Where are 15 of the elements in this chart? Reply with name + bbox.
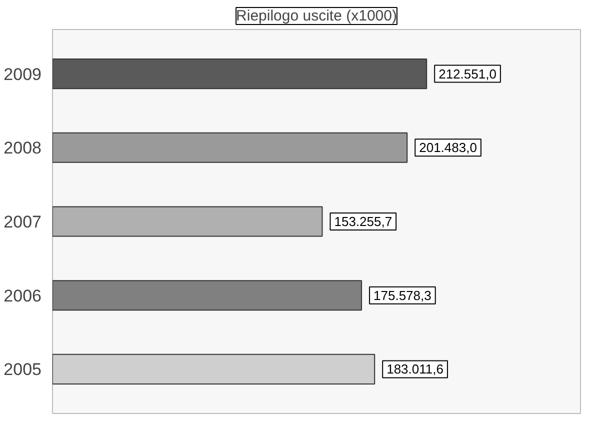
- y-tick-label: 2007: [4, 212, 42, 232]
- y-tick-label: 2009: [4, 64, 42, 84]
- y-tick-label: 2008: [4, 138, 42, 158]
- data-label: 153.255,7: [334, 214, 392, 229]
- bar: [52, 132, 408, 163]
- chart-title: Riepilogo uscite (x1000): [236, 8, 397, 24]
- bar: [52, 354, 376, 384]
- bar: [52, 58, 428, 90]
- y-tick-label: 2005: [4, 360, 42, 380]
- data-label: 183.011,6: [386, 362, 444, 377]
- bar: [52, 280, 362, 311]
- data-label: 175.578,3: [374, 288, 432, 303]
- y-tick-label: 2006: [4, 286, 42, 306]
- data-label: 212.551,0: [438, 66, 496, 82]
- data-label: 201.483,0: [419, 140, 477, 156]
